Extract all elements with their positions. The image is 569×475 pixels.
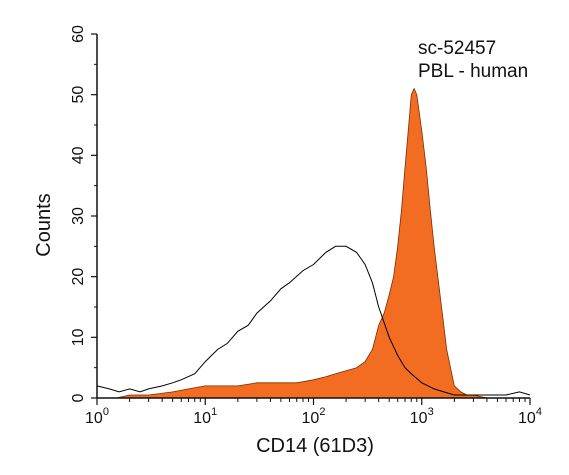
x-axis-label: CD14 (61D3) bbox=[256, 435, 374, 457]
x-tick-label: 103 bbox=[410, 406, 434, 427]
labels: CD14 (61D3) Counts sc-52457 PBL - human bbox=[33, 38, 528, 457]
y-tick-label: 0 bbox=[70, 393, 87, 402]
filled-histogram bbox=[97, 87, 530, 399]
outline-histogram bbox=[96, 245, 531, 396]
y-tick-label: 20 bbox=[70, 268, 87, 286]
y-tick-label: 10 bbox=[70, 328, 87, 346]
annotation-catalog-number: sc-52457 bbox=[418, 38, 496, 59]
x-tick-label: 100 bbox=[85, 406, 109, 427]
x-tick-label: 102 bbox=[302, 406, 326, 427]
y-tick-label: 50 bbox=[70, 86, 87, 104]
x-tick-label: 104 bbox=[518, 406, 542, 427]
y-tick-label: 60 bbox=[70, 25, 87, 43]
annotation-sample: PBL - human bbox=[418, 61, 528, 82]
axes: 100 101 102 103 104 0 10 20 30 40 50 60 bbox=[70, 25, 542, 427]
y-tick-label: 30 bbox=[70, 207, 87, 225]
plot-area bbox=[96, 87, 531, 399]
x-tick-label: 101 bbox=[193, 406, 217, 427]
y-tick-label: 40 bbox=[70, 146, 87, 164]
y-axis-label: Counts bbox=[33, 193, 55, 256]
